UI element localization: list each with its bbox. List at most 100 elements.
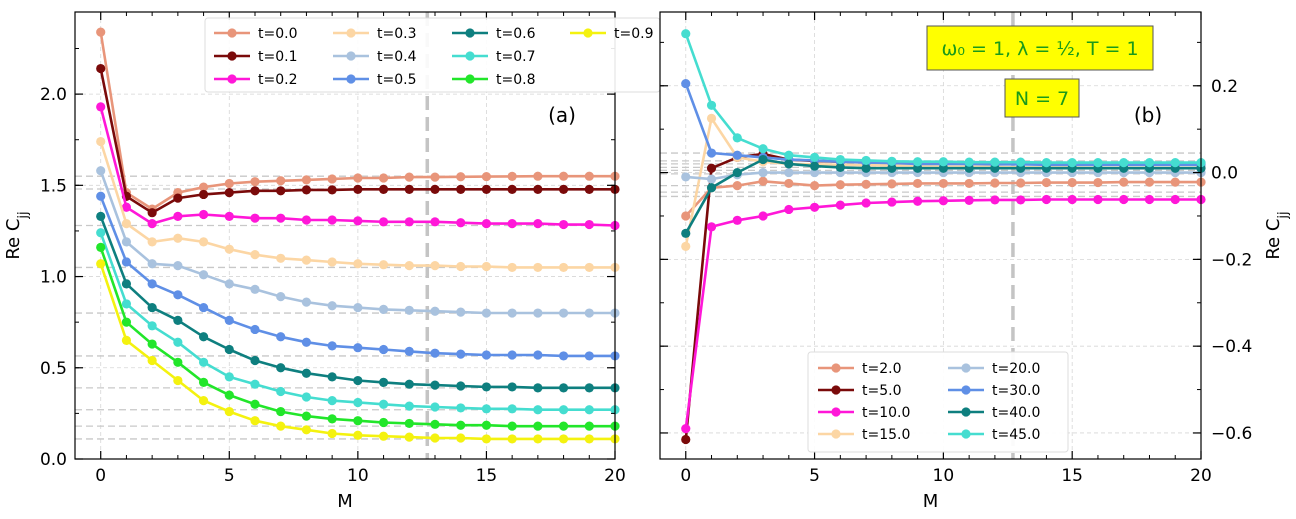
data-point: [301, 185, 312, 195]
legend-swatch-marker: [961, 385, 971, 395]
y-tick-label: −0.2: [1211, 250, 1252, 270]
data-point: [533, 350, 543, 360]
data-point: [147, 355, 157, 366]
data-point: [96, 166, 106, 176]
data-point: [584, 405, 594, 415]
data-point: [430, 184, 440, 194]
legend-label: t=30.0: [992, 383, 1040, 399]
legend-label: t=2.0: [862, 361, 901, 377]
data-point: [681, 211, 691, 221]
legend-box: [807, 351, 1069, 453]
legend-label: t=0.0: [258, 26, 297, 42]
series-t-0_6: [96, 211, 620, 393]
legend-swatch-marker: [831, 385, 841, 395]
data-point: [732, 150, 742, 160]
data-point: [198, 357, 209, 367]
data-point: [913, 163, 923, 173]
data-point: [353, 375, 363, 386]
data-point: [121, 257, 132, 267]
data-point: [835, 180, 845, 190]
legend-swatch-marker: [831, 363, 841, 373]
series-t-0_3: [96, 136, 620, 273]
data-point: [507, 350, 517, 360]
data-point: [913, 196, 923, 206]
data-point: [173, 211, 183, 221]
data-point: [456, 381, 466, 391]
data-point: [938, 163, 948, 173]
series-t-0_1: [96, 63, 620, 218]
data-point: [507, 434, 517, 444]
data-point: [353, 216, 363, 226]
data-point: [861, 179, 871, 189]
legend-label: t=0.4: [377, 49, 417, 65]
data-point: [706, 222, 717, 232]
data-point: [1119, 157, 1129, 168]
data-point: [430, 172, 440, 182]
data-point: [938, 157, 948, 167]
data-point: [809, 152, 820, 162]
data-point: [533, 219, 543, 229]
x-tick-label: 20: [604, 466, 626, 486]
data-point: [301, 368, 312, 378]
data-point: [276, 386, 286, 397]
data-point: [584, 434, 594, 444]
x-axis-label: M: [337, 491, 353, 512]
data-point: [784, 204, 794, 215]
data-point: [96, 242, 106, 252]
data-point: [121, 335, 132, 346]
x-axis: 0 5 10 15 20 M: [680, 12, 1212, 512]
data-point: [481, 434, 492, 444]
data-point: [404, 401, 414, 411]
data-point: [224, 178, 234, 189]
legend-swatch-marker: [346, 51, 356, 61]
data-point: [121, 219, 132, 229]
y-axis-label-sub: jj: [16, 211, 31, 219]
data-point: [327, 301, 337, 311]
data-point: [456, 184, 466, 194]
legend-label: t=0.6: [496, 26, 536, 42]
legend-item: t=0.8: [452, 72, 535, 88]
data-point: [327, 174, 337, 184]
data-point: [809, 167, 820, 178]
data-point: [1144, 157, 1155, 168]
data-point: [250, 284, 260, 294]
data-point: [706, 183, 717, 193]
data-point: [96, 211, 106, 221]
data-point: [198, 182, 209, 192]
data-point: [1170, 157, 1180, 168]
y-axis: −0.6 −0.4 −0.2 0.0 0.2 Re Cjj: [660, 41, 1291, 444]
data-point: [353, 184, 363, 194]
data-point: [250, 355, 260, 366]
params-box: [926, 25, 1154, 71]
data-point: [250, 177, 260, 187]
data-point: [938, 178, 948, 189]
data-point: [147, 339, 157, 349]
data-point: [706, 148, 717, 158]
data-point: [224, 406, 234, 417]
data-point: [173, 315, 183, 325]
y-tick-label: 1.5: [40, 176, 67, 196]
data-point: [681, 434, 691, 445]
data-point: [96, 228, 106, 238]
n-text: N = 7: [1015, 88, 1069, 110]
data-point: [147, 237, 157, 247]
data-point: [224, 211, 234, 221]
series-t-0_2: [96, 102, 620, 231]
y-axis-label-sub: jj: [1276, 211, 1291, 219]
data-point: [887, 163, 897, 173]
data-point: [481, 261, 492, 272]
data-point: [732, 167, 742, 178]
data-point: [481, 184, 492, 194]
data-point: [584, 262, 594, 273]
data-point: [1170, 177, 1180, 187]
legend-item: t=0.3: [333, 26, 416, 42]
data-point: [198, 302, 209, 313]
x-tick-label: 15: [476, 466, 498, 486]
data-point: [353, 416, 363, 426]
y-tick-label: −0.6: [1211, 424, 1252, 444]
data-point: [481, 382, 492, 392]
data-point: [481, 171, 492, 182]
data-point: [430, 433, 440, 443]
data-point: [584, 308, 594, 318]
data-point: [558, 171, 569, 181]
